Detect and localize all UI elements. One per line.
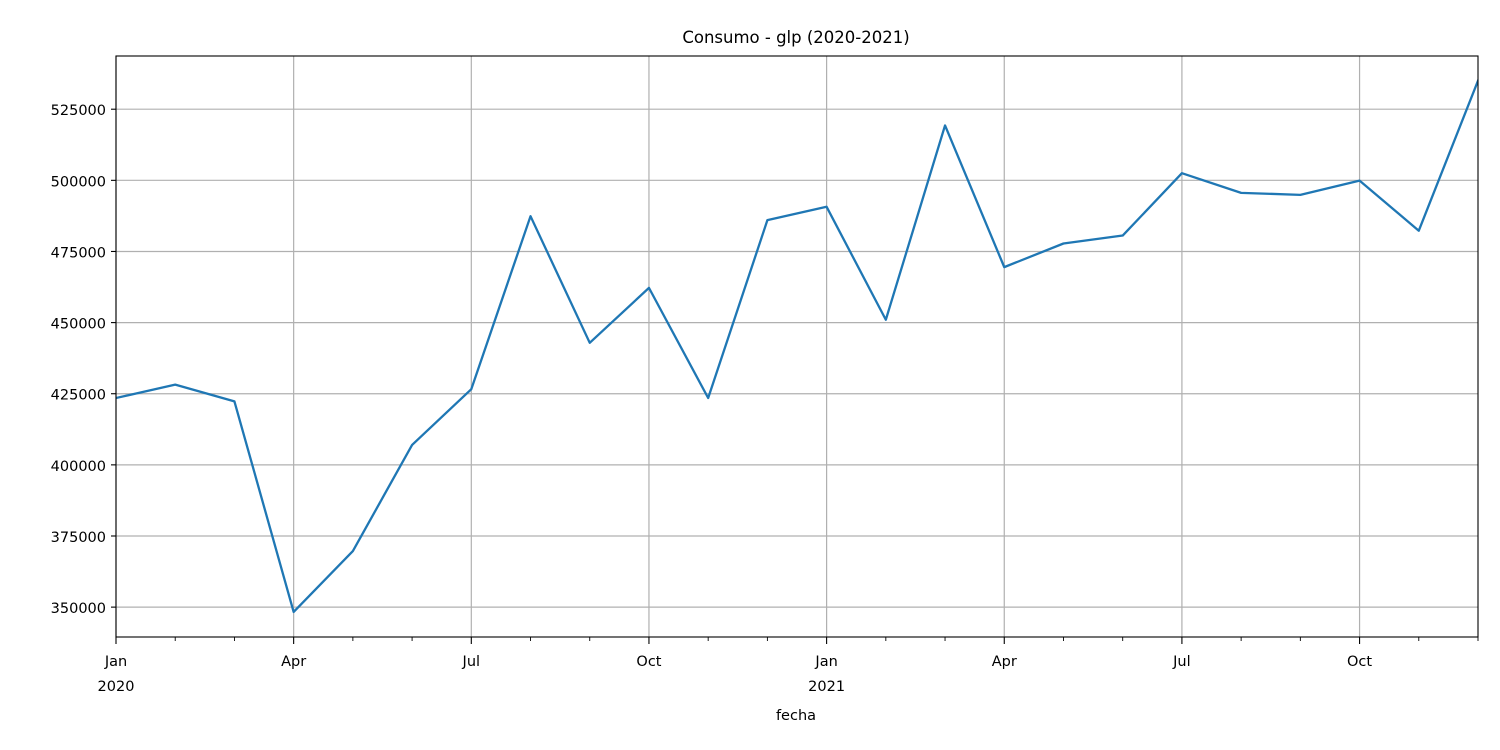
x-tick-label: Apr xyxy=(281,654,306,670)
y-tick-label: 475000 xyxy=(51,245,106,261)
plot-frame xyxy=(115,55,1479,638)
series-layer xyxy=(116,79,1478,614)
x-tick-year-label: 2020 xyxy=(98,679,135,695)
y-tick-label: 500000 xyxy=(51,174,106,190)
y-tick-label: 425000 xyxy=(51,388,106,404)
y-axis-ticks: 350000 375000 400000 425000 450000 475000 5000… xyxy=(51,103,116,617)
x-tick-label: Oct xyxy=(636,654,661,670)
y-tick-label: 525000 xyxy=(51,103,106,119)
x-tick-label: Jan xyxy=(814,654,837,670)
y-tick-label: 400000 xyxy=(51,459,106,475)
x-tick-year-label: 2021 xyxy=(808,679,845,695)
x-tick-label: Apr xyxy=(992,654,1017,670)
grid-lines xyxy=(115,56,1478,637)
chart-title: Consumo - glp (2020-2021) xyxy=(682,28,909,47)
x-tick-label: Jul xyxy=(1172,654,1191,670)
y-tick-label: 375000 xyxy=(51,530,106,546)
x-tick-label: Jan xyxy=(104,654,127,670)
x-axis-label: fecha xyxy=(776,708,816,724)
y-tick-label: 450000 xyxy=(51,317,106,333)
x-axis-ticks: Jan 2020 Apr Jul Oct Jan 2021 Apr Jul Oct xyxy=(98,637,1479,695)
x-tick-label: Oct xyxy=(1347,654,1372,670)
y-tick-label: 350000 xyxy=(51,601,106,617)
series-line xyxy=(116,79,1478,614)
x-tick-label: Jul xyxy=(462,654,481,670)
